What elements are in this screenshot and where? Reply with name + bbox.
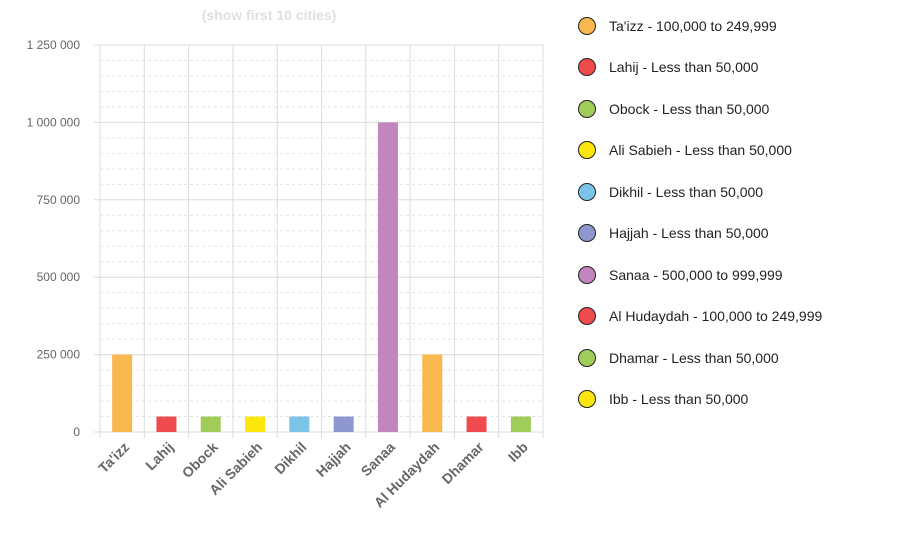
x-tick-label: Dikhil [271, 439, 309, 477]
legend-swatch-icon [578, 99, 596, 118]
legend-swatch-icon [578, 58, 596, 77]
bar [333, 416, 354, 432]
legend-swatch-icon [578, 348, 596, 367]
legend-label: Sanaa - 500,000 to 999,999 [609, 266, 783, 283]
legend-item[interactable]: Al Hudaydah - 100,000 to 249,999 [578, 296, 822, 338]
legend-label: Al Hudaydah - 100,000 to 249,999 [609, 308, 823, 325]
bar [245, 416, 266, 432]
x-tick-label: Obock [179, 439, 221, 481]
legend-label: Dikhil - Less than 50,000 [609, 183, 764, 200]
legend-swatch-icon [578, 182, 596, 201]
legend-label: Obock - Less than 50,000 [609, 100, 770, 117]
legend-label: Ibb - Less than 50,000 [609, 391, 749, 408]
grid [94, 44, 544, 438]
chart-title: (show first 10 cities) [202, 7, 337, 23]
legend-label: Ali Sabieh - Less than 50,000 [609, 142, 792, 159]
y-tick-label: 250 000 [37, 348, 81, 362]
legend-item[interactable]: Ibb - Less than 50,000 [578, 379, 822, 421]
x-tick-label: Sanaa [358, 439, 399, 480]
legend-swatch-icon [578, 224, 596, 243]
bar [466, 416, 487, 432]
legend-swatch-icon [578, 390, 596, 409]
bar [422, 354, 443, 432]
legend-swatch-icon [578, 265, 596, 284]
bar [377, 122, 398, 433]
bar [289, 416, 310, 432]
y-tick-label: 0 [73, 425, 80, 439]
y-tick-label: 1 000 000 [27, 115, 81, 129]
bar [200, 416, 221, 432]
legend-swatch-icon [578, 307, 596, 326]
x-tick-label: Hajjah [313, 439, 354, 480]
legend-item[interactable]: Obock - Less than 50,000 [578, 88, 822, 130]
y-tick-label: 750 000 [37, 193, 81, 207]
x-tick-label: Ta'izz [95, 439, 132, 476]
x-tick-label: Ibb [505, 439, 531, 465]
bar [156, 416, 177, 432]
y-tick-label: 1 250 000 [27, 38, 81, 52]
legend-label: Ta'izz - 100,000 to 249,999 [609, 17, 777, 34]
legend-label: Dhamar - Less than 50,000 [609, 349, 779, 366]
legend-label: Hajjah - Less than 50,000 [609, 225, 769, 242]
bars [112, 122, 531, 433]
legend: Ta'izz - 100,000 to 249,999 Lahij - Less … [578, 5, 822, 420]
legend-item[interactable]: Ali Sabieh - Less than 50,000 [578, 130, 822, 172]
legend-item[interactable]: Dhamar - Less than 50,000 [578, 337, 822, 379]
legend-item[interactable]: Lahij - Less than 50,000 [578, 47, 822, 89]
legend-swatch-icon [578, 141, 596, 160]
legend-label: Lahij - Less than 50,000 [609, 59, 759, 76]
bar [112, 354, 133, 432]
legend-item[interactable]: Dikhil - Less than 50,000 [578, 171, 822, 213]
y-axis-ticks: 0 250 000 500 000 750 000 1 000 000 1 250 000 [27, 38, 81, 439]
legend-item[interactable]: Hajjah - Less than 50,000 [578, 213, 822, 255]
legend-swatch-icon [578, 16, 596, 35]
bar [510, 416, 531, 432]
y-tick-label: 500 000 [37, 270, 81, 284]
x-tick-label: Lahij [142, 439, 176, 473]
x-tick-label: Dhamar [438, 438, 487, 487]
legend-item[interactable]: Sanaa - 500,000 to 999,999 [578, 254, 822, 296]
legend-item[interactable]: Ta'izz - 100,000 to 249,999 [578, 5, 822, 47]
